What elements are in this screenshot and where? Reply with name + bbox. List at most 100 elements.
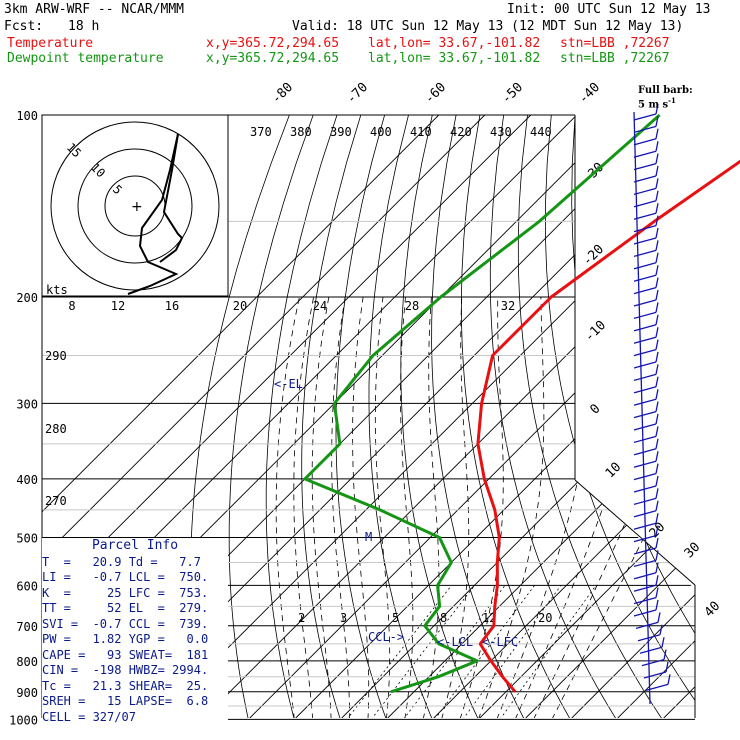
- wind-barb-flag: [655, 327, 659, 338]
- dry-adiabat: [693, 115, 695, 718]
- dewpoint-profile: [303, 113, 661, 694]
- isotherm: [525, 115, 695, 718]
- dry-adiabat: [265, 115, 338, 718]
- pressure-label: 400: [16, 473, 38, 487]
- dry-adiabat: [228, 115, 314, 718]
- wind-barb: [633, 448, 657, 456]
- moist-adiabat: [496, 296, 593, 718]
- wind-barb-flag: [655, 203, 659, 214]
- forecast-hour: 18 h: [68, 19, 100, 34]
- wind-barb-flag: [655, 141, 659, 152]
- init-time: Init: 00 UTC Sun 12 May 13: [507, 2, 711, 17]
- wind-barb: [633, 559, 657, 568]
- wind-barb: [633, 200, 657, 208]
- theta-label: 400: [370, 125, 392, 139]
- hodograph-units: kts: [46, 283, 68, 297]
- dry-adiabat: [301, 115, 362, 718]
- wind-barb-flag: [655, 227, 659, 239]
- wind-barb-flag: [655, 413, 659, 425]
- wind-barb-flag: [655, 426, 659, 437]
- wind-barb: [633, 299, 657, 307]
- isotherm-label: 10: [603, 460, 625, 482]
- parcel-row: TT = 52 EL = 279.: [42, 601, 209, 615]
- wind-barb-flag: [655, 575, 659, 586]
- mixing-ratio-label: 2: [298, 611, 305, 625]
- moist-adiabat: [331, 296, 350, 718]
- wind-barb: [633, 572, 657, 580]
- wind-barb-flag: [661, 637, 665, 648]
- parcel-row: CELL = 327/07: [42, 709, 136, 724]
- wind-barb: [633, 286, 657, 295]
- wind-barb-flag: [655, 488, 659, 499]
- isotherm-label: 30: [682, 540, 704, 562]
- mixing-ratio-label: 5: [392, 611, 399, 625]
- dry-adiabat: [431, 115, 525, 718]
- hodograph-scale-label: 12: [111, 299, 125, 313]
- theta-label: 390: [330, 125, 352, 139]
- dewpoint-xy: x,y=365.72,294.65: [206, 51, 340, 66]
- dry-adiabat: [545, 115, 695, 718]
- wind-barb-flag: [665, 661, 669, 673]
- moist-adiabat: [514, 296, 651, 718]
- dry-adiabat: [368, 115, 433, 718]
- forecast-label: Fcst:: [4, 19, 44, 34]
- level-annotation: M: [365, 530, 372, 544]
- wind-barb-flag: [655, 153, 659, 164]
- wind-barb: [637, 634, 661, 642]
- wind-barb-flag: [659, 624, 663, 635]
- wind-barb-flag: [655, 389, 659, 400]
- isotherm: [249, 115, 695, 718]
- hodograph-scale-label: 28: [405, 299, 419, 313]
- temperature-latlon: lat,lon= 33.67,-101.82: [368, 36, 541, 51]
- pressure-label: 900: [16, 686, 38, 700]
- pressure-label: 600: [16, 579, 38, 593]
- wind-barb-flag: [655, 178, 659, 189]
- mixing-ratio-label: 8: [440, 611, 447, 625]
- hodograph-scale-label: 8: [68, 299, 75, 313]
- wind-barb-flag: [655, 103, 659, 115]
- isotherm: [571, 115, 695, 718]
- valid-time: Valid: 18 UTC Sun 12 May 13 (12 MDT Sun …: [292, 19, 684, 34]
- parcel-row: K = 25 LFC = 753.: [42, 585, 209, 600]
- dry-adiabat: [718, 115, 740, 719]
- model-title: 3km ARW-WRF -- NCAR/MMM: [4, 2, 185, 17]
- isotherm: [341, 115, 695, 718]
- pressure-label: 200: [16, 291, 38, 305]
- dry-adiabat: [460, 115, 571, 718]
- isotherm-label: -60: [422, 80, 449, 107]
- isotherm: [42, 115, 486, 718]
- wind-barb-flag: [655, 537, 659, 549]
- wind-barb-flag: [655, 314, 659, 325]
- dry-adiabat: [596, 115, 695, 718]
- hodograph-trace: [127, 133, 179, 295]
- isotherm: [42, 115, 532, 718]
- parcel-row: SREH = 15 LAPSE= 6.8: [42, 694, 209, 708]
- moist-adiabat: [400, 296, 414, 718]
- level-annotation: <-EL: [274, 377, 303, 391]
- temperature-station: stn=LBB ,72267: [560, 36, 670, 51]
- wind-barb-flag: [655, 401, 659, 412]
- wind-barb: [643, 671, 667, 679]
- hodograph-scale-label: 24: [313, 299, 327, 313]
- moist-adiabat: [477, 296, 545, 718]
- wind-barb-flag: [655, 475, 659, 487]
- isotherm-label: -50: [499, 80, 526, 107]
- wind-barb: [633, 398, 657, 406]
- isotherm-label: -40: [576, 80, 603, 107]
- dewpoint-latlon: lat,lon= 33.67,-101.82: [368, 51, 541, 66]
- wind-barb: [633, 311, 657, 320]
- pressure-label: 300: [16, 397, 38, 411]
- dry-adiabat: [670, 115, 695, 718]
- dewpoint-legend: Dewpoint temperature: [7, 51, 164, 66]
- wind-barb: [633, 324, 657, 332]
- wind-barb: [633, 609, 657, 617]
- isotherm: [203, 115, 695, 718]
- wind-barb-flag: [655, 550, 659, 561]
- isotherm-label: -80: [269, 80, 296, 107]
- wind-barb-flag: [655, 302, 659, 313]
- wet-bulb-label: 290: [45, 349, 67, 363]
- dewpoint-station: stn=LBB ,72267: [560, 51, 670, 66]
- level-annotation: <-LFC: [482, 635, 518, 649]
- wind-barb-flag: [655, 289, 659, 301]
- wind-barb-flag: [667, 674, 671, 685]
